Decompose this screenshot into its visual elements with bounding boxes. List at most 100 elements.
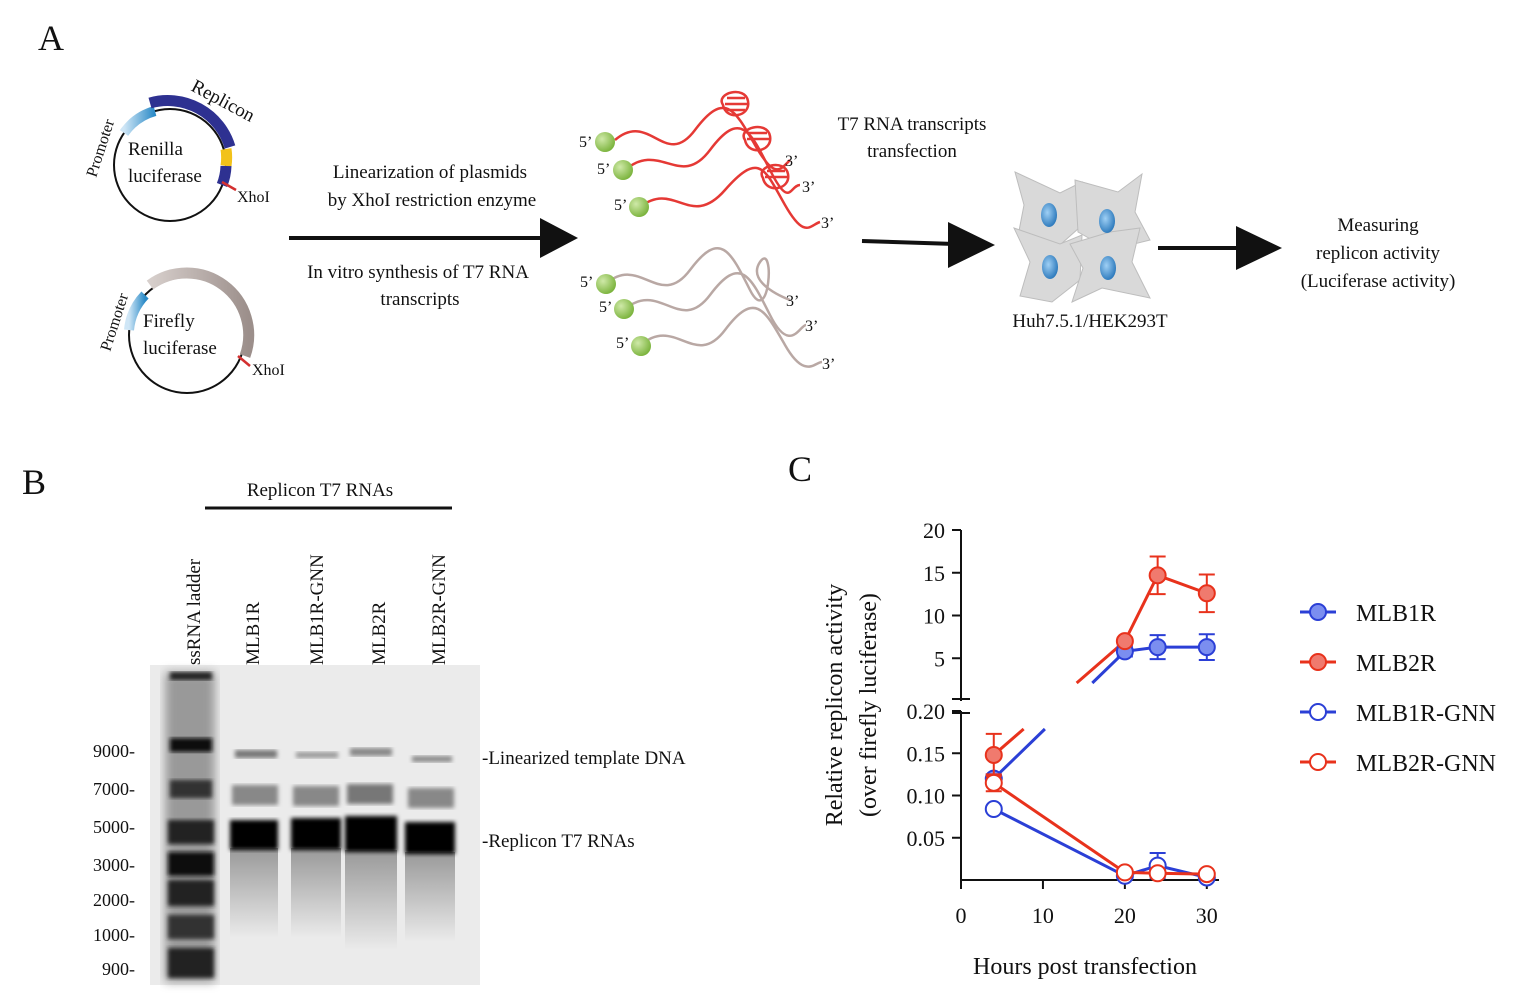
data-point-mlb2r-gnn (984, 773, 1003, 792)
plasmid2-site-label: XhoI (252, 362, 285, 379)
chart-legend: MLB1R MLB2R MLB1R-GNN MLB2R-GNN (1300, 601, 1496, 777)
data-point-mlb2r-gnn (1115, 863, 1134, 882)
y-tick-label: 15 (923, 561, 945, 586)
five-prime-label: 5’ (579, 134, 592, 151)
band-label: -Linearized template DNA (482, 748, 686, 769)
data-point-mlb2r-gnn (1148, 864, 1167, 883)
gel-lane (230, 750, 278, 938)
y-axis-title-line2: (over firefly luciferase) (856, 593, 882, 817)
nucleus (1041, 203, 1057, 227)
plasmid1-reporter-line1: Renilla (128, 139, 183, 160)
x-tick-label: 0 (956, 903, 967, 928)
y-tick-label: 20 (923, 518, 945, 543)
lane-label: ssRNA ladder (184, 558, 205, 665)
step1-top-line2: by XhoI restriction enzyme (328, 190, 536, 211)
nucleus (1100, 256, 1116, 280)
series-line-mlb1r-gnn (993, 807, 1126, 878)
promoter-segment (119, 106, 157, 137)
lane-label: MLB2R (369, 601, 390, 665)
y-tick-label: 0.10 (907, 784, 946, 809)
five-prime-label: 5’ (580, 274, 593, 291)
legend-marker-mlb2r-gnn (1309, 753, 1327, 771)
five-prime-label: 5’ (599, 299, 612, 316)
three-prime-label: 3’ (802, 179, 815, 196)
ladder-mark: 3000- (93, 855, 135, 875)
data-point-mlb2r (1115, 632, 1134, 651)
band-label: -Replicon T7 RNAs (482, 831, 635, 852)
legend-label-mlb2r: MLB2R (1356, 651, 1436, 677)
lane-labels: ssRNA ladder MLB1R MLB1R-GNN MLB2R MLB2R… (184, 554, 450, 665)
plasmid1-site-label: XhoI (237, 189, 270, 206)
panel-c-letter: C (788, 449, 812, 489)
data-point-mlb2r (984, 745, 1003, 764)
gel-image (150, 665, 480, 985)
firefly-transcripts (606, 247, 823, 368)
data-point-mlb2r-gnn (1197, 865, 1216, 884)
legend-label-mlb1r-gnn: MLB1R-GNN (1356, 701, 1496, 727)
panel-a: A Promoter Replicon Renilla luciferase X… (38, 18, 1456, 394)
ladder-mark: 2000- (93, 890, 135, 910)
panel-b: B Replicon T7 RNAs ssRNA ladder MLB1R ML… (22, 462, 686, 985)
step2-line1: T7 RNA transcripts (838, 114, 987, 135)
plasmid1-promoter-label: Promoter (84, 117, 119, 180)
arrow-measure (1158, 226, 1282, 270)
data-point-mlb1r (1197, 638, 1216, 657)
legend-marker-mlb1r (1309, 603, 1327, 621)
gel-lane (291, 752, 341, 938)
ladder-marks: 9000- 7000- 5000- 3000- 2000- 1000- 900- (93, 741, 135, 979)
panel-c: C Relative replicon activity (over firef… (788, 449, 1496, 980)
ladder-mark: 900- (102, 959, 135, 979)
y-tick-label: 5 (934, 646, 945, 671)
x-tick-label: 30 (1196, 903, 1218, 928)
firefly-segment (146, 267, 255, 358)
step3-line2: replicon activity (1316, 243, 1440, 264)
arrow-transfection (861, 222, 995, 268)
plasmid1-reporter-line2: luciferase (128, 166, 202, 187)
y-tick-label: 0.05 (907, 826, 946, 851)
lane-label: MLB2R-GNN (429, 554, 450, 665)
lane-label: MLB1R (243, 601, 264, 665)
data-point-mlb1r-gnn (984, 800, 1003, 819)
line-chart: 0.05 0.10 0.15 0.20 5 10 15 20 0 10 20 30 (907, 518, 1219, 928)
three-prime-label: 3’ (805, 318, 818, 335)
y-tick-label: 10 (923, 604, 945, 629)
step3-line3: (Luciferase activity) (1301, 271, 1456, 292)
y-tick-label: 0.15 (907, 741, 946, 766)
gel-lane (345, 748, 397, 950)
series-line-mlb2r (1123, 574, 1159, 642)
panel-a-letter: A (38, 18, 64, 58)
panel-b-letter: B (22, 462, 46, 502)
cells-illustration (1013, 171, 1151, 303)
step1-bottom-line1: In vitro synthesis of T7 RNA (307, 262, 529, 283)
group-label: Replicon T7 RNAs (247, 480, 393, 501)
replicon-segment (148, 95, 236, 149)
lane-label: MLB1R-GNN (307, 554, 328, 665)
cap-markers-taupe (596, 274, 651, 356)
data-point-mlb2r (1197, 584, 1216, 603)
data-point-mlb1r (1148, 638, 1167, 657)
five-prime-label: 5’ (616, 335, 629, 352)
legend-marker-mlb2r (1309, 653, 1327, 671)
five-prime-label: 5’ (597, 161, 610, 178)
plasmid-renilla: Promoter Replicon Renilla luciferase Xho… (84, 76, 270, 222)
x-axis-title: Hours post transfection (973, 954, 1197, 980)
x-tick-label: 10 (1032, 903, 1054, 928)
plasmid2-reporter-line1: Firefly (143, 311, 195, 332)
step1-top-line1: Linearization of plasmids (333, 162, 527, 183)
x-tick-label: 20 (1114, 903, 1136, 928)
legend-label-mlb1r: MLB1R (1356, 601, 1436, 627)
step1-bottom-line2: transcripts (380, 289, 459, 310)
nucleus (1042, 255, 1058, 279)
cap-markers-red (595, 132, 649, 217)
five-prime-label: 5’ (614, 197, 627, 214)
three-prime-label: 3’ (785, 153, 798, 170)
ladder-mark: 1000- (93, 925, 135, 945)
step3-line1: Measuring (1337, 215, 1419, 236)
y-axis-title-line1: Relative replicon activity (822, 584, 848, 827)
ladder-mark: 7000- (93, 779, 135, 799)
legend-label-mlb2r-gnn: MLB2R-GNN (1356, 751, 1496, 777)
three-prime-label: 3’ (822, 356, 835, 373)
plasmid-firefly: Promoter Firefly luciferase XhoI (98, 267, 285, 394)
ladder-mark: 9000- (93, 741, 135, 761)
